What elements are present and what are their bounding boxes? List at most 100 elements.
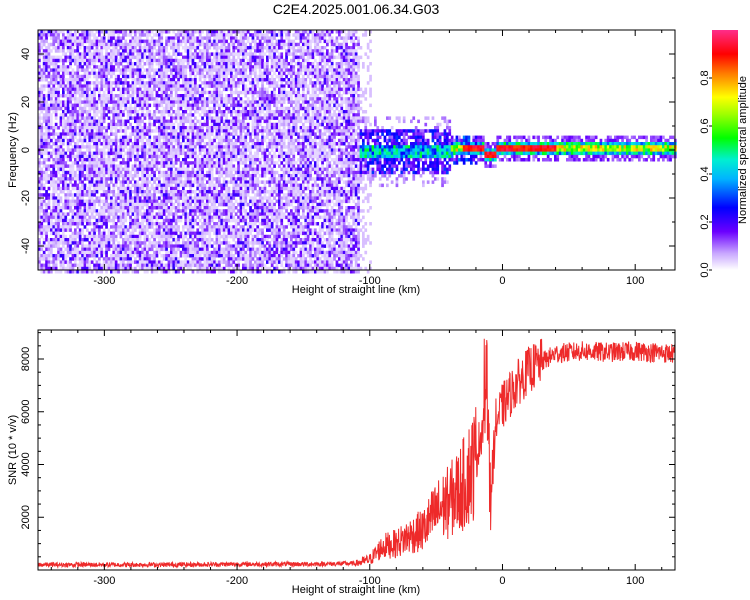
heatmap-cell — [107, 126, 111, 130]
heatmap-cell — [143, 270, 147, 274]
heatmap-cell — [52, 103, 56, 108]
heatmap-cell — [54, 103, 58, 108]
heatmap-cell — [143, 52, 147, 56]
heatmap-cell — [215, 254, 219, 258]
heatmap-cell — [42, 215, 46, 220]
heatmap-cell — [78, 209, 82, 213]
heatmap-cell — [98, 228, 101, 232]
heatmap-cell — [90, 212, 94, 216]
heatmap-cell — [208, 129, 212, 133]
heatmap-cell — [174, 119, 178, 124]
heatmap-cell — [81, 186, 84, 191]
heatmap-cell — [45, 190, 48, 194]
heatmap-cell — [71, 87, 75, 92]
heatmap-cell — [76, 199, 80, 204]
heatmap-cell — [78, 113, 82, 117]
heatmap-cell — [160, 110, 164, 114]
heatmap-cell — [54, 170, 58, 175]
heatmap-cell — [218, 142, 221, 146]
heatmap-cell — [119, 87, 123, 92]
heatmap-cell — [102, 74, 106, 79]
heatmap-cell — [122, 218, 125, 223]
heatmap-cell — [184, 234, 188, 239]
heatmap-cell — [150, 58, 154, 63]
heatmap-cell — [112, 113, 116, 117]
heatmap-cell — [110, 52, 113, 56]
heatmap-cell — [213, 126, 216, 130]
heatmap-cell — [189, 161, 192, 165]
heatmap-cell — [40, 106, 44, 111]
heatmap-cell — [129, 193, 132, 197]
heatmap-cell — [62, 74, 65, 79]
heatmap-cell — [184, 158, 188, 162]
heatmap-cell — [74, 116, 77, 120]
heatmap-cell — [225, 183, 228, 188]
heatmap-cell — [220, 30, 224, 34]
heatmap-cell — [62, 94, 65, 98]
heatmap-cell — [81, 78, 84, 82]
heatmap-cell — [124, 193, 128, 197]
heatmap-cell — [95, 145, 99, 149]
heatmap-cell — [150, 52, 154, 56]
heatmap-cell — [186, 138, 190, 143]
heatmap-cell — [186, 218, 190, 223]
heatmap-cell — [78, 241, 82, 245]
heatmap-cell — [218, 247, 221, 252]
heatmap-cell — [76, 257, 80, 261]
heatmap-cell — [57, 68, 60, 72]
heatmap-cell — [136, 186, 140, 191]
heatmap-cell — [57, 186, 60, 191]
heatmap-cell — [196, 234, 200, 239]
heatmap-cell — [76, 263, 80, 268]
heatmap-cell — [222, 218, 226, 223]
heatmap-cell — [134, 113, 137, 117]
heatmap-cell — [203, 241, 207, 245]
heatmap-cell — [110, 161, 113, 165]
heatmap-cell — [138, 71, 142, 76]
heatmap-cell — [131, 55, 135, 60]
heatmap-cell — [225, 126, 228, 130]
heatmap-cell — [136, 49, 140, 53]
heatmap-cell — [160, 132, 164, 136]
heatmap-cell — [74, 238, 77, 242]
heatmap-cell — [201, 190, 204, 194]
heatmap-cell — [126, 234, 130, 239]
heatmap-cell — [54, 196, 58, 200]
heatmap-cell — [186, 231, 190, 236]
heatmap-cell — [134, 100, 137, 104]
heatmap-cell — [105, 126, 108, 130]
heatmap-cell — [189, 263, 192, 268]
heatmap-cell — [50, 87, 53, 92]
heatmap-cell — [206, 193, 209, 197]
heatmap-cell — [160, 190, 164, 194]
heatmap-cell — [141, 247, 144, 252]
heatmap-cell — [124, 90, 128, 95]
heatmap-cell — [162, 212, 166, 216]
heatmap-cell — [93, 42, 96, 47]
heatmap-cell — [182, 110, 185, 114]
heatmap-cell — [148, 81, 152, 85]
heatmap-cell — [50, 122, 53, 127]
heatmap-cell — [64, 193, 68, 197]
heatmap-cell — [191, 36, 195, 40]
heatmap-cell — [150, 231, 154, 236]
heatmap-cell — [184, 254, 188, 258]
heatmap-cell — [98, 174, 101, 178]
heatmap-cell — [98, 202, 101, 207]
heatmap-cell — [110, 142, 113, 146]
heatmap-cell — [160, 260, 164, 264]
heatmap-cell — [40, 39, 44, 44]
heatmap-cell — [131, 177, 135, 181]
heatmap-cell — [203, 145, 207, 149]
heatmap-cell — [186, 78, 190, 82]
heatmap-cell — [220, 71, 224, 76]
heatmap-cell — [201, 110, 204, 114]
heatmap-cell — [141, 110, 144, 114]
heatmap-cell — [76, 250, 80, 255]
heatmap-cell — [198, 212, 202, 216]
heatmap-cell — [86, 36, 89, 40]
heatmap-cell — [179, 231, 183, 236]
heatmap-cell — [150, 49, 154, 53]
heatmap-cell — [69, 100, 72, 104]
